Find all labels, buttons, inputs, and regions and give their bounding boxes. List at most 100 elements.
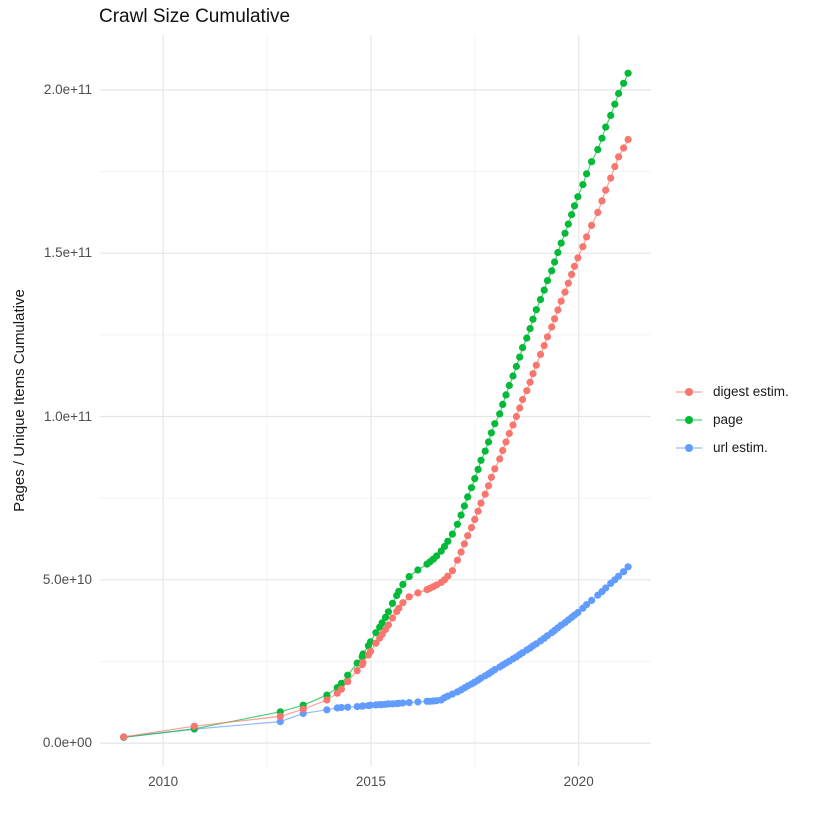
y-tick-0.0e+00: 0.0e+00 (42, 735, 92, 751)
point-page (372, 629, 380, 637)
point-page (523, 334, 531, 342)
point-digest-estim (414, 589, 422, 597)
point-page (359, 650, 367, 658)
point-page (551, 258, 559, 266)
legend-key-icon (676, 415, 702, 424)
x-tick-2015: 2015 (355, 774, 386, 789)
point-page (602, 123, 610, 131)
point-page (512, 362, 521, 371)
point-page (440, 542, 449, 551)
gridlines (100, 35, 651, 766)
legend-label-digest-estim: digest estim. (713, 384, 789, 399)
point-page (381, 613, 390, 622)
point-page (499, 400, 507, 408)
legend-key-icon (676, 443, 702, 452)
point-digest-estim (474, 507, 482, 515)
y-tick-1.0e+11: 1.0e+11 (43, 408, 92, 424)
point-digest-estim (444, 572, 452, 580)
y-tick-5.0e+10: 5.0e+10 (42, 571, 92, 587)
point-digest-estim (568, 270, 576, 278)
point-digest-estim (509, 421, 517, 429)
point-page (611, 100, 619, 108)
y-tick-2.0e+11: 2.0e+11 (43, 81, 92, 97)
point-url-estim (414, 698, 422, 706)
point-digest-estim (366, 647, 375, 656)
point-page (337, 679, 345, 688)
point-url-estim (359, 702, 367, 710)
point-page (532, 306, 540, 314)
point-digest-estim (477, 499, 485, 507)
point-page (540, 286, 548, 294)
point-page (433, 552, 441, 560)
point-digest-estim (551, 315, 559, 323)
point-digest-estim (536, 350, 545, 358)
point-page (448, 530, 456, 538)
point-page (477, 456, 485, 464)
point-page (502, 391, 510, 399)
point-digest-estim (353, 667, 361, 675)
point-digest-estim (554, 306, 562, 314)
point-page (471, 475, 479, 483)
point-page (594, 146, 602, 154)
point-url-estim (574, 608, 582, 617)
point-page (554, 248, 562, 257)
point-digest-estim (496, 455, 504, 463)
point-digest-estim (543, 333, 552, 341)
point-digest-estim (388, 614, 397, 622)
point-page (474, 465, 482, 473)
point-digest-estim (464, 532, 472, 540)
point-digest-estim (505, 429, 513, 438)
point-url-estim (337, 703, 345, 712)
point-digest-estim (598, 197, 606, 205)
point-digest-estim (467, 524, 476, 532)
legend-item-url-estim: url estim. (674, 439, 789, 456)
point-digest-estim (487, 473, 495, 481)
point-digest-estim (276, 712, 284, 721)
x-tick-2020: 2020 (563, 774, 594, 789)
point-digest-estim (405, 593, 413, 601)
point-page (414, 566, 422, 574)
point-page (624, 69, 632, 77)
point-page (509, 372, 517, 380)
point-page (620, 79, 628, 87)
point-page (564, 220, 572, 228)
point-page (588, 158, 596, 166)
point-page (487, 429, 495, 437)
point-digest-estim (337, 685, 345, 693)
point-digest-estim (491, 465, 499, 473)
point-url-estim (405, 699, 413, 707)
x-tick-2010: 2010 (148, 774, 179, 789)
series-url-estim (120, 563, 632, 741)
point-digest-estim (359, 658, 367, 667)
point-digest-estim (453, 556, 461, 564)
point-url-estim (276, 718, 284, 726)
point-page (481, 447, 489, 455)
point-url-estim (615, 572, 623, 580)
point-digest-estim (448, 567, 456, 575)
point-page (505, 381, 513, 390)
point-digest-estim (607, 174, 615, 182)
point-page (615, 89, 623, 98)
legend-label-page: page (713, 412, 744, 427)
point-page (579, 181, 587, 189)
point-page (491, 420, 499, 428)
point-digest-estim (564, 279, 572, 287)
point-page (484, 438, 493, 446)
point-digest-estim (602, 186, 610, 194)
point-digest-estim (399, 599, 407, 607)
point-digest-estim (323, 696, 331, 704)
chart-title: Crawl Size Cumulative (99, 6, 291, 27)
point-digest-estim (588, 221, 596, 229)
point-digest-estim (574, 254, 582, 262)
point-digest-estim (611, 163, 619, 171)
point-page (384, 608, 392, 616)
point-url-estim (602, 584, 610, 592)
point-page (460, 502, 468, 510)
point-url-estim (366, 701, 375, 709)
point-digest-estim (481, 490, 489, 498)
point-digest-estim (471, 515, 479, 524)
point-digest-estim (190, 722, 198, 730)
point-digest-estim (615, 153, 623, 161)
